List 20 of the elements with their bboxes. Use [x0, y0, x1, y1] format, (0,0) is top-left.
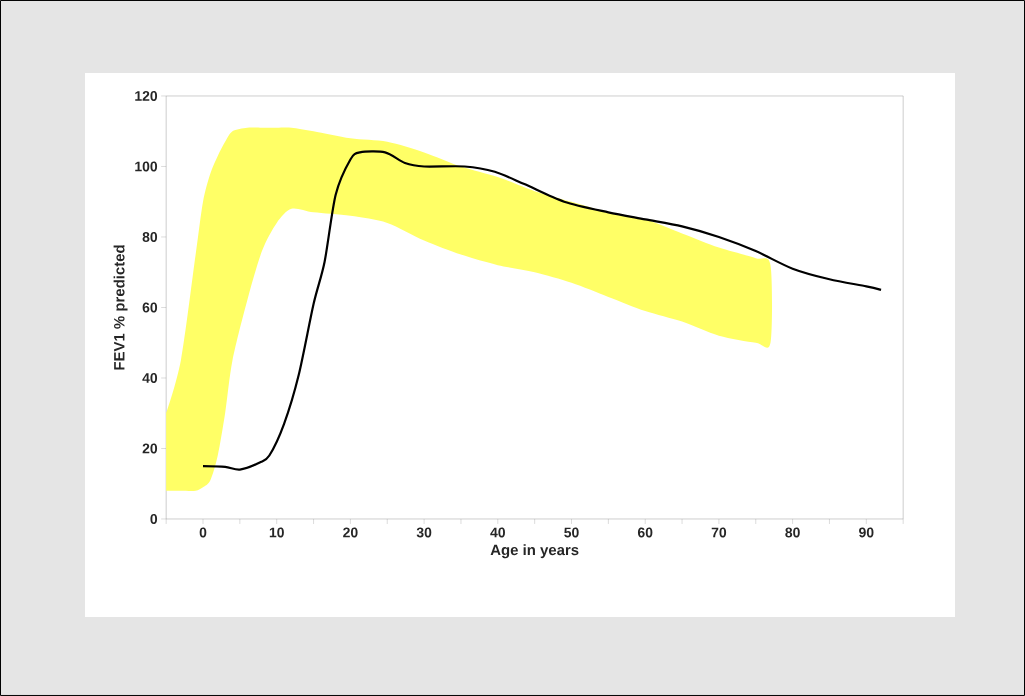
x-axis-title: Age in years [490, 544, 579, 559]
y-tick-label: 80 [142, 232, 158, 242]
line-series [201, 150, 883, 471]
x-tick-label: 20 [343, 527, 358, 538]
y-tick-label: 0 [150, 514, 158, 524]
y-tick-label: 40 [142, 373, 158, 383]
y-axis-title: FEV1 % predicted [113, 245, 128, 370]
x-tick-label: 10 [269, 527, 284, 538]
y-tick-label: 100 [135, 161, 158, 172]
x-tick-label: 90 [859, 527, 874, 538]
x-tick-label: 70 [711, 527, 727, 538]
y-tick-label: 120 [135, 91, 158, 101]
x-tick-label: 60 [637, 527, 653, 538]
x-tick-label: 40 [490, 527, 505, 538]
x-tick-label: 50 [564, 527, 579, 538]
y-tick-label: 20 [142, 443, 158, 454]
x-tick-label: 30 [416, 527, 432, 538]
y-tick-label: 60 [142, 302, 158, 313]
x-tick-label: 80 [785, 527, 800, 538]
x-tick-label: 0 [199, 527, 207, 538]
